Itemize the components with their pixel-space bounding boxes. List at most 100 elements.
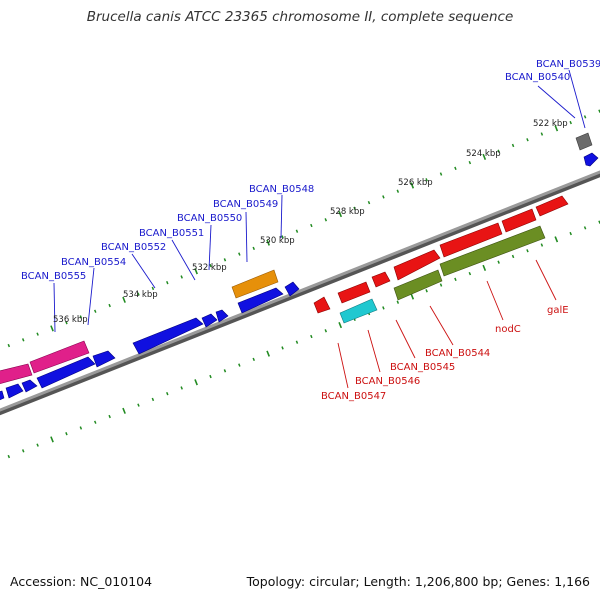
tick-mark: [569, 231, 572, 236]
tick-mark: [223, 258, 227, 262]
tick-mark: [583, 226, 587, 230]
gene-label[interactable]: BCAN_B0548: [249, 184, 314, 195]
tick-mark: [526, 138, 529, 142]
gene-feature[interactable]: [201, 313, 218, 328]
tick-mark: [439, 283, 443, 287]
gene-feature[interactable]: [535, 195, 569, 217]
gene-feature[interactable]: [0, 390, 5, 402]
gene-feature[interactable]: [36, 356, 96, 389]
tick-mark: [353, 206, 356, 211]
gene-feature[interactable]: [237, 287, 284, 314]
tick-mark: [511, 254, 515, 259]
tick-mark: [382, 195, 385, 199]
tick-mark: [36, 332, 39, 336]
gene-feature[interactable]: [21, 379, 38, 393]
gene-feature[interactable]: [501, 208, 537, 233]
tick-mark: [108, 303, 111, 308]
tick-mark: [281, 235, 284, 239]
gene-label[interactable]: BCAN_B0555: [21, 271, 86, 282]
accession-text: Accession: NC_010104: [10, 574, 153, 589]
gene-feature[interactable]: [439, 222, 503, 258]
scale-label: 532 kbp: [192, 263, 227, 273]
tick-mark: [94, 309, 97, 313]
gene-label[interactable]: galE: [547, 305, 569, 316]
gene-feature[interactable]: [215, 309, 229, 323]
tick-mark: [166, 392, 169, 396]
scale-label: 526 kbp: [398, 178, 433, 188]
gene-feature[interactable]: [337, 281, 371, 304]
tick-mark: [266, 350, 270, 357]
gene-feature[interactable]: [0, 363, 33, 385]
tick-mark: [482, 264, 487, 271]
tick-mark: [281, 346, 284, 350]
map-title: Brucella canis ATCC 23365 chromosome II,…: [86, 9, 514, 25]
tick-mark: [166, 281, 169, 285]
gene-label[interactable]: BCAN_B0544: [425, 348, 490, 359]
gene-feature[interactable]: [5, 383, 24, 399]
scale-labels: 522 kbp 524 kbp 526 kbp 528 kbp 530 kbp …: [53, 119, 568, 325]
tick-mark: [526, 249, 529, 253]
tick-mark: [7, 454, 11, 459]
tick-mark: [122, 407, 126, 414]
tick-mark: [79, 426, 83, 430]
scale-label: 524 kbp: [466, 149, 501, 159]
tick-mark: [338, 321, 343, 329]
tick-mark: [554, 236, 559, 243]
tick-mark: [396, 189, 400, 193]
gene-feature[interactable]: [313, 296, 331, 314]
tick-mark: [295, 229, 299, 233]
tick-mark: [151, 397, 155, 402]
tick-mark: [50, 436, 54, 443]
tick-mark: [122, 296, 126, 303]
gene-feature[interactable]: [575, 132, 593, 151]
tick-mark: [540, 243, 544, 247]
gene-label[interactable]: nodC: [495, 324, 521, 335]
tick-mark: [79, 315, 83, 319]
tick-mark: [295, 340, 299, 344]
scale-label: 534 kbp: [123, 290, 158, 300]
tick-mark: [410, 182, 415, 189]
gene-label[interactable]: BCAN_B0551: [139, 228, 204, 239]
gene-label[interactable]: BCAN_B0552: [101, 242, 166, 253]
genome-summary-text: Topology: circular; Length: 1,206,800 bp…: [246, 574, 590, 589]
tick-mark: [468, 271, 472, 276]
gene-feature[interactable]: [393, 249, 441, 281]
gene-feature[interactable]: [284, 281, 300, 297]
tick-mark: [540, 132, 544, 136]
gene-label[interactable]: BCAN_B0540: [505, 72, 570, 83]
gene-feature[interactable]: [29, 340, 90, 374]
gene-feature[interactable]: [583, 152, 599, 167]
gene-features: [0, 132, 599, 402]
tick-mark: [425, 178, 428, 182]
tick-mark: [554, 125, 559, 132]
tick-mark: [454, 166, 457, 171]
tick-mark: [569, 120, 572, 125]
gene-feature[interactable]: [339, 298, 378, 324]
gene-feature[interactable]: [231, 269, 279, 299]
gene-label[interactable]: BCAN_B0550: [177, 213, 242, 224]
gene-label[interactable]: BCAN_B0549: [213, 199, 278, 210]
tick-mark: [511, 143, 515, 148]
gene-labels-bottom: galE nodC BCAN_B0544 BCAN_B0545 BCAN_B05…: [321, 305, 569, 402]
gene-feature[interactable]: [439, 225, 546, 277]
tick-mark: [21, 449, 25, 453]
scale-label: 536 kbp: [53, 315, 88, 325]
gene-label[interactable]: BCAN_B0554: [61, 257, 126, 268]
gene-label[interactable]: BCAN_B0545: [390, 362, 455, 373]
gene-label[interactable]: BCAN_B0539: [536, 59, 600, 70]
tick-mark: [252, 357, 255, 362]
gene-feature[interactable]: [393, 269, 443, 301]
tick-mark: [238, 363, 241, 367]
tick-mark: [223, 369, 227, 373]
gene-label[interactable]: BCAN_B0547: [321, 391, 386, 402]
tick-mark: [194, 379, 198, 386]
tick-mark: [21, 338, 25, 342]
gene-label[interactable]: BCAN_B0546: [355, 376, 420, 387]
tick-mark: [396, 300, 400, 304]
tick-mark: [454, 277, 457, 282]
gene-feature[interactable]: [371, 271, 391, 288]
gene-feature[interactable]: [92, 350, 116, 368]
scale-label: 522 kbp: [533, 119, 568, 129]
gene-feature[interactable]: [132, 317, 204, 355]
